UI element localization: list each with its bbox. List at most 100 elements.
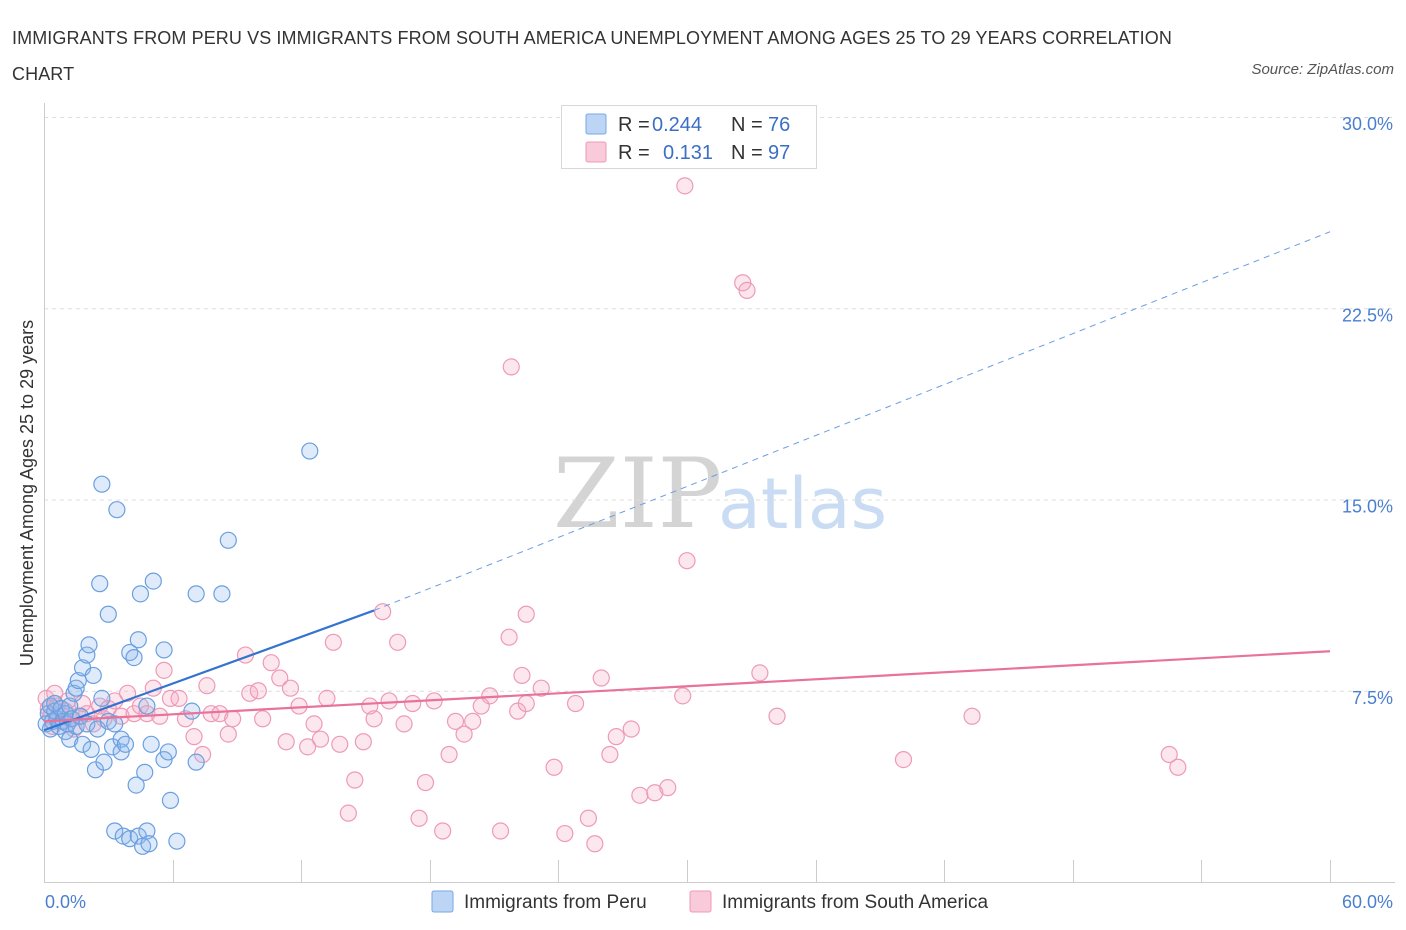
point-peru (213, 585, 231, 603)
point-peru (99, 605, 117, 623)
point-peru (140, 835, 158, 853)
trend-lines (43, 231, 1331, 732)
point-south-america (346, 771, 364, 789)
point-south-america (198, 677, 216, 695)
point-south-america (318, 689, 336, 708)
point-south-america (659, 779, 677, 797)
point-peru (106, 715, 124, 733)
y-tick-label: 30.0% (1342, 114, 1393, 134)
point-south-america (894, 750, 913, 769)
x-tick-label-min: 0.0% (45, 892, 86, 912)
legend-r-value-south-america: 0.131 (663, 142, 713, 164)
legend-n-label-south-america: N = (731, 142, 763, 164)
point-south-america (361, 697, 379, 715)
point-peru (187, 585, 205, 603)
point-south-america (646, 784, 664, 802)
point-south-america (404, 694, 422, 713)
point-south-america (674, 687, 692, 705)
point-south-america (751, 664, 769, 682)
legend-swatch-peru (585, 113, 607, 135)
point-peru (131, 585, 150, 603)
point-south-america (380, 692, 398, 710)
y-tick-label: 7.5% (1352, 688, 1393, 708)
point-south-america (365, 710, 383, 728)
point-south-america (281, 679, 300, 697)
point-south-america (299, 738, 317, 756)
legend-r-label-south-america: R = (618, 142, 650, 164)
point-south-america (601, 745, 619, 764)
point-south-america (354, 733, 372, 751)
x-tick-label-max: 60.0% (1342, 892, 1393, 912)
point-peru (125, 648, 143, 667)
watermark-zip: ZIP (553, 438, 722, 550)
point-south-america (556, 824, 574, 843)
bottom-legend-label-south-america: Immigrants from South America (722, 892, 989, 913)
legend-r-value-peru: 0.244 (652, 114, 702, 136)
point-peru (95, 753, 113, 771)
point-south-america (545, 758, 563, 776)
point-peru (82, 740, 100, 759)
point-peru (187, 753, 205, 771)
y-axis-label: Unemployment Among Ages 25 to 29 years (17, 320, 37, 666)
trend-south-america (43, 650, 1331, 723)
point-peru (127, 776, 145, 794)
watermark-atlas: atlas (718, 463, 887, 545)
point-south-america (738, 281, 756, 299)
point-south-america (607, 728, 625, 746)
axes (44, 103, 1395, 883)
point-peru (144, 572, 162, 590)
point-peru (61, 697, 79, 715)
legend-n-label-peru: N = (731, 114, 763, 136)
point-south-america (631, 786, 649, 804)
point-peru (168, 832, 186, 850)
point-south-america (579, 809, 598, 827)
point-peru (183, 702, 201, 720)
legend-swatch-south-america (585, 141, 607, 163)
point-south-america (500, 628, 518, 646)
point-south-america (592, 669, 610, 687)
point-south-america (324, 633, 342, 651)
point-peru (129, 631, 147, 649)
point-south-america (305, 715, 323, 733)
point-peru (159, 743, 177, 761)
point-south-america (331, 735, 349, 753)
x-ticks (44, 860, 1331, 882)
point-peru (136, 763, 154, 781)
point-peru (80, 636, 98, 654)
point-south-america (211, 705, 229, 723)
point-south-america (622, 720, 640, 738)
point-south-america (464, 712, 482, 730)
legend-n-value-peru: 76 (768, 114, 790, 136)
point-peru (91, 575, 109, 593)
point-south-america (395, 715, 413, 733)
point-south-america (586, 835, 604, 853)
point-south-america (224, 710, 242, 728)
point-peru (138, 697, 156, 715)
point-south-america (277, 733, 295, 751)
point-south-america (262, 654, 280, 672)
point-south-america (566, 694, 585, 713)
point-peru (219, 531, 237, 549)
legend-r-label-peru: R = (618, 114, 650, 136)
y-tick-label: 15.0% (1342, 497, 1393, 517)
point-south-america (517, 694, 535, 713)
point-south-america (249, 682, 267, 700)
bottom-legend-swatch-peru (431, 890, 454, 913)
chart-title: IMMIGRANTS FROM PERU VS IMMIGRANTS FROM … (12, 28, 1172, 84)
point-south-america (676, 177, 694, 195)
point-south-america (339, 804, 357, 822)
point-peru (78, 646, 96, 664)
point-peru (93, 689, 111, 708)
point-peru (73, 735, 92, 753)
point-south-america (532, 679, 550, 697)
bottom-legend-label-peru: Immigrants from Peru (464, 892, 647, 913)
point-south-america (155, 661, 173, 679)
point-south-america (410, 809, 428, 827)
bottom-legend: Immigrants from Peru Immigrants from Sou… (431, 890, 989, 913)
point-south-america (1169, 758, 1187, 776)
point-south-america (502, 358, 520, 376)
point-south-america (491, 822, 510, 840)
point-south-america (517, 605, 535, 623)
y-tick-label: 22.5% (1342, 305, 1393, 325)
